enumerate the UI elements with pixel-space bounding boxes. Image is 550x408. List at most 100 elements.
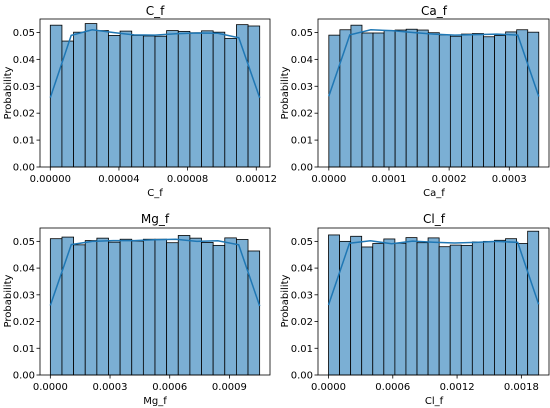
histogram-bar: [350, 24, 363, 168]
histogram-bar: [84, 240, 98, 376]
histogram-bar: [212, 244, 226, 376]
chart-title: Mg_f: [141, 212, 170, 226]
y-tick-label: 0.01: [291, 344, 313, 355]
histogram-bar: [405, 28, 418, 168]
y-tick-label: 0.04: [13, 55, 35, 66]
x-tick-label: 0.0001: [371, 174, 406, 185]
panel-cl-f: Cl_f Cl_f Probability 0.00 0.01 0.02 0.03 0.…: [280, 212, 550, 407]
histogram-bar: [472, 33, 484, 168]
kde-curve: [49, 29, 261, 99]
histogram-bar: [339, 240, 352, 376]
histogram-bar: [471, 241, 484, 376]
histogram-bar: [189, 237, 202, 376]
histogram-bar: [201, 242, 214, 376]
plot-frame: [39, 18, 271, 168]
x-tick-label: 0.00004: [98, 174, 139, 185]
histogram-bar: [460, 244, 473, 376]
histogram-bar: [394, 242, 407, 376]
histogram-bar: [61, 236, 75, 376]
y-tick-label: 0.02: [13, 109, 35, 120]
histogram-bar: [361, 32, 374, 168]
histogram-bar: [427, 237, 440, 376]
x-tick-label: 0.0000: [33, 382, 68, 393]
histogram-bar: [527, 31, 540, 168]
histogram-bar: [372, 243, 385, 376]
x-tick-label: 0.0012: [440, 382, 475, 393]
y-tick-label: 0.05: [291, 237, 313, 248]
histogram-bar: [142, 35, 156, 168]
x-axis-label: Ca_f: [423, 188, 445, 199]
histogram-bar: [189, 32, 202, 168]
histogram-bar: [212, 31, 226, 168]
histogram-bar: [449, 35, 462, 168]
y-tick-label: 0.00: [13, 163, 35, 174]
plot-frame: [39, 227, 271, 376]
histogram-bar: [201, 30, 214, 168]
x-tick-label: 0.00008: [167, 174, 208, 185]
histogram-bar: [416, 29, 429, 168]
x-tick-label: 0.00012: [236, 174, 277, 185]
histogram-bar: [166, 242, 179, 376]
histogram-bar: [119, 30, 133, 168]
histogram-bar: [516, 243, 529, 376]
x-tick-label: 0.0006: [375, 382, 410, 393]
y-tick-label: 0.03: [291, 290, 313, 301]
histogram-bar: [154, 238, 168, 376]
histogram-bar: [505, 31, 518, 168]
histogram-bar: [142, 238, 156, 376]
histogram-bar: [372, 32, 385, 168]
y-tick-label: 0.04: [291, 264, 313, 275]
y-axis-label: Probability: [280, 274, 291, 327]
y-tick-label: 0.00: [13, 371, 35, 382]
x-axis-label: Mg_f: [143, 396, 167, 407]
chart-title: Cl_f: [423, 212, 446, 226]
histogram-bar: [177, 30, 191, 168]
histogram-bar: [405, 237, 418, 376]
plot-frame: [317, 227, 550, 376]
panel-ca-f: Ca_f Ca_f Probability 0.00 0.01 0.02 0.03 0.…: [280, 4, 550, 199]
histogram-bar: [235, 239, 249, 376]
histogram-bar: [449, 244, 462, 376]
histogram-bar: [84, 23, 98, 168]
y-tick-label: 0.02: [13, 317, 35, 328]
histogram-bar: [383, 238, 396, 376]
y-tick-label: 0.01: [13, 344, 35, 355]
histogram-bar: [154, 35, 168, 168]
histogram-bar: [96, 237, 109, 376]
histogram-bar: [350, 235, 363, 376]
y-tick-label: 0.05: [291, 28, 313, 39]
x-tick-label: 0.0003: [492, 174, 527, 185]
histogram-bar: [108, 241, 121, 376]
y-tick-label: 0.03: [13, 290, 35, 301]
histogram-bar: [505, 238, 517, 376]
x-tick-label: 0.00000: [30, 174, 71, 185]
panel-c-f: C_f C_f Probability 0.00 0.01 0.02 0.03 0.04…: [3, 4, 277, 199]
y-axis-label: Probability: [3, 274, 14, 327]
y-tick-label: 0.05: [13, 28, 35, 39]
y-axis-label: Probability: [3, 66, 14, 119]
chart-title: Ca_f: [421, 4, 448, 18]
histogram-bar: [224, 237, 237, 376]
histogram-bar: [527, 230, 540, 376]
histogram-bar: [461, 33, 473, 168]
y-tick-label: 0.02: [291, 317, 313, 328]
histogram-bar: [131, 35, 144, 168]
x-tick-label: 0.0006: [152, 382, 187, 393]
y-tick-label: 0.03: [291, 82, 313, 93]
histogram-bar: [339, 29, 352, 168]
y-tick-label: 0.00: [291, 371, 313, 382]
histogram-bar: [119, 238, 133, 376]
y-axis-label: Probability: [280, 66, 291, 119]
histogram-bar: [49, 238, 63, 376]
histogram-bar: [73, 244, 86, 376]
kde-curve: [49, 238, 261, 307]
histogram-bar: [177, 235, 191, 376]
x-tick-label: 0.0000: [311, 382, 346, 393]
histogram-bar: [131, 240, 144, 376]
y-tick-label: 0.05: [13, 237, 35, 248]
histogram-bar: [427, 32, 440, 168]
x-tick-label: 0.0009: [212, 382, 247, 393]
x-axis-label: Cl_f: [425, 396, 444, 407]
histogram-bar: [328, 234, 340, 376]
y-tick-label: 0.01: [291, 136, 313, 147]
